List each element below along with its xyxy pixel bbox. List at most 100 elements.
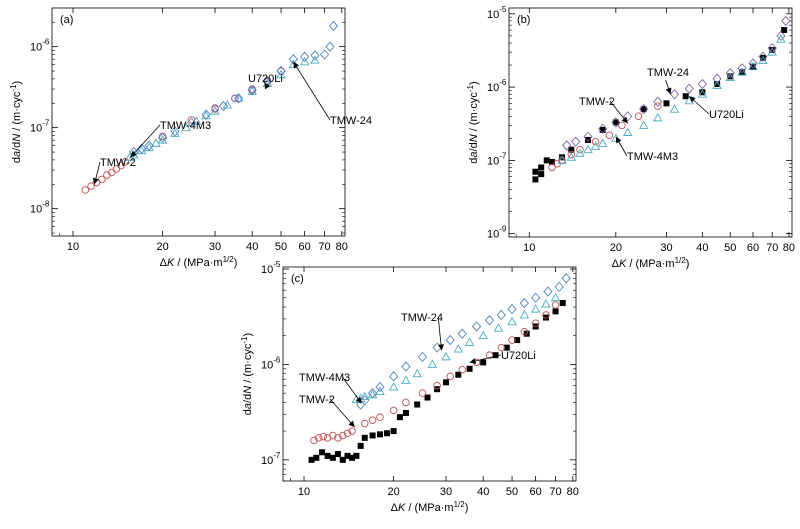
data-point — [313, 454, 320, 461]
x-tick-label: 70 — [549, 486, 561, 498]
data-point — [532, 176, 539, 183]
data-point — [181, 122, 191, 132]
y-axis-label: da/dN / (m·cyc-1) — [9, 81, 23, 163]
data-point — [496, 309, 506, 321]
data-point — [360, 395, 370, 406]
data-point — [339, 431, 347, 440]
data-point — [414, 401, 421, 408]
data-point — [310, 55, 320, 64]
data-point — [575, 148, 585, 157]
data-point — [493, 323, 504, 332]
data-point — [566, 152, 577, 161]
data-point — [549, 158, 556, 165]
data-point — [503, 344, 510, 351]
x-tick-label: 50 — [724, 242, 736, 254]
y-tick-label: 10-6 — [30, 38, 50, 54]
annotation-arrowhead — [469, 358, 477, 364]
data-point — [170, 126, 180, 137]
data-point — [319, 449, 326, 456]
data-point — [343, 429, 352, 437]
x-tick-label: 10 — [67, 241, 79, 253]
data-point — [357, 442, 364, 449]
data-point — [151, 138, 161, 147]
panel-a: 10 20 30 40 50 60 70 80 10-8 10-7 10-6 ΔK / (MPa·m1… — [9, 7, 372, 269]
annotation-arrowhead — [264, 82, 271, 90]
data-point — [427, 359, 438, 368]
data-point — [324, 452, 331, 459]
data-point — [299, 56, 310, 66]
data-point — [618, 121, 626, 130]
data-point — [222, 100, 233, 109]
data-point — [520, 328, 529, 336]
data-point — [725, 72, 736, 81]
data-point — [457, 328, 467, 339]
data-point — [353, 452, 360, 459]
data-point — [396, 414, 403, 421]
panel-c: 10 20 30 40 50 60 70 80 10-7 10-6 10-5 ΔK / (MPa·m1… — [240, 260, 579, 514]
data-point — [758, 55, 768, 65]
data-point — [300, 51, 310, 62]
x-tick-label: 60 — [529, 486, 541, 498]
plot-frame — [51, 7, 346, 237]
data-point — [310, 50, 320, 61]
data-point — [508, 336, 516, 344]
data-point — [480, 359, 487, 366]
data-point — [389, 371, 399, 382]
data-point — [543, 157, 550, 164]
data-point — [598, 123, 608, 134]
data-point — [514, 337, 521, 344]
annotation-arrowhead — [355, 396, 362, 404]
x-tick-label: 40 — [696, 242, 708, 254]
data-point — [531, 319, 540, 328]
x-tick-label: 80 — [336, 241, 348, 253]
data-point — [443, 379, 450, 386]
data-point — [611, 133, 621, 142]
data-point — [769, 47, 776, 54]
data-point — [590, 141, 601, 150]
data-point — [507, 303, 517, 315]
data-point — [605, 131, 614, 140]
data-point — [767, 42, 777, 54]
data-point — [561, 273, 571, 284]
data-point — [87, 182, 95, 190]
data-point — [344, 452, 351, 459]
data-point — [639, 103, 649, 115]
data-point — [402, 409, 409, 416]
y-tick-label: 10-8 — [30, 200, 50, 216]
data-point — [359, 391, 370, 401]
data-point — [640, 106, 647, 113]
data-point — [389, 406, 398, 415]
data-point — [611, 117, 621, 128]
x-tick-label: 70 — [318, 241, 330, 253]
annotation-label: TMW-24 — [647, 67, 689, 79]
data-point — [375, 386, 385, 395]
data-point — [758, 51, 768, 62]
data-point — [247, 85, 257, 96]
data-point — [552, 308, 559, 315]
x-tick-label: 30 — [660, 242, 672, 254]
data-point — [737, 67, 747, 76]
data-point — [530, 304, 541, 313]
data-point — [144, 140, 154, 151]
data-point — [348, 427, 356, 435]
x-tick-label: 80 — [783, 242, 795, 254]
data-point — [433, 381, 441, 390]
y-tick-label: 10-5 — [487, 5, 507, 21]
data-point — [446, 372, 455, 381]
data-point — [478, 330, 488, 340]
data-point — [445, 334, 455, 346]
annotation-arrowhead — [348, 420, 355, 428]
data-point — [471, 321, 482, 332]
data-point — [191, 116, 202, 125]
data-point — [531, 292, 541, 303]
data-point — [367, 387, 378, 399]
series-tmw-24 — [562, 15, 791, 151]
data-point — [727, 73, 734, 80]
y-axis-label: da/dN / (m·cyc-1) — [240, 333, 254, 415]
y-tick-label: 10-5 — [261, 260, 281, 276]
data-point — [339, 456, 346, 463]
data-point — [349, 454, 356, 461]
annotation-label: TMW-24 — [330, 115, 372, 127]
annotation-label: U720Li — [501, 350, 536, 362]
data-point — [314, 434, 323, 442]
